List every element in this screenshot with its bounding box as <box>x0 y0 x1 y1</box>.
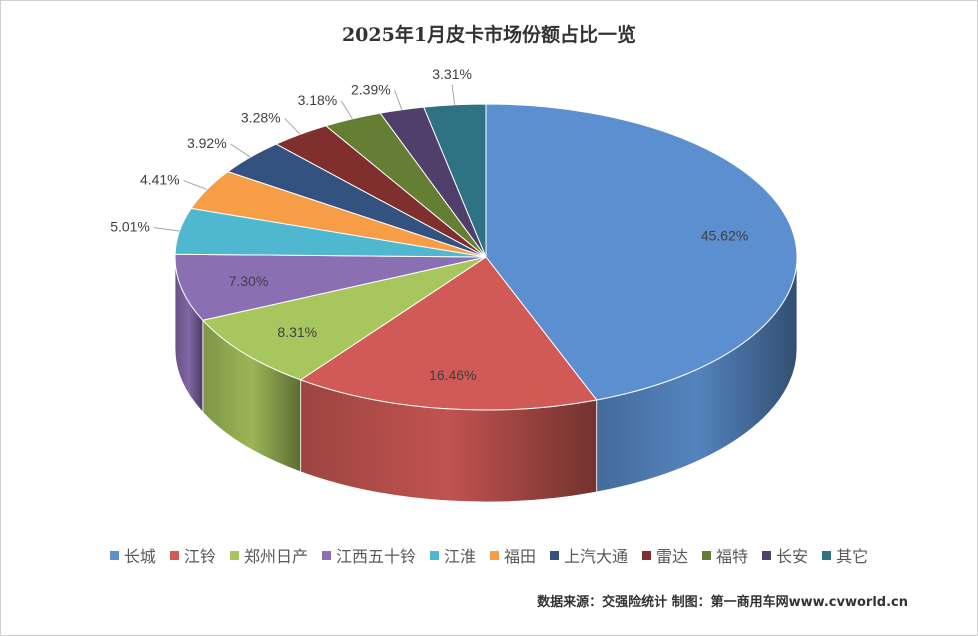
leader-line-4 <box>153 227 180 232</box>
data-label-3: 7.30% <box>229 273 269 289</box>
legend-item-3: 江西五十铃 <box>321 543 416 567</box>
legend-label: 上汽大通 <box>564 547 629 566</box>
pie-slice-3 <box>174 253 487 321</box>
pie-top <box>174 103 798 411</box>
legend-item-6: 上汽大通 <box>550 543 628 567</box>
legend-swatch-icon <box>642 550 652 560</box>
pie-slice-0 <box>485 103 798 401</box>
legend-item-8: 福特 <box>702 543 748 567</box>
legend-label: 郑州日产 <box>243 547 308 566</box>
legend-label: 江铃 <box>183 547 216 566</box>
leader-line-5 <box>183 180 208 190</box>
leader-line-9 <box>394 90 403 110</box>
legend-swatch-icon <box>229 550 239 560</box>
legend-item-5: 福田 <box>489 543 536 567</box>
data-label-7: 3.28% <box>241 109 281 125</box>
data-label-5: 4.41% <box>140 172 180 188</box>
legend-item-10: 其它 <box>822 543 868 567</box>
source-note: 数据来源：交强险统计 制图：第一商用车网www.cvworld.cn <box>537 595 908 610</box>
legend-item-1: 江铃 <box>169 543 216 567</box>
legend-item-4: 江淮 <box>429 543 476 567</box>
leader-line-6 <box>230 143 251 158</box>
data-label-6: 3.92% <box>187 135 227 151</box>
legend-swatch-icon <box>429 550 439 560</box>
leader-line-8 <box>340 100 353 120</box>
data-label-1: 16.46% <box>429 367 476 383</box>
legend-label: 雷达 <box>656 547 689 566</box>
pie-slice-2 <box>201 256 487 381</box>
pie-side-walls <box>174 256 798 503</box>
legend-swatch-icon <box>169 550 179 560</box>
legend-swatch-icon <box>550 550 559 560</box>
legend: 长城 江铃 郑州日产 江西五十铃 江淮 福田 上汽大通 雷达 福特 长安 其它 <box>0 543 978 567</box>
legend-swatch-icon <box>489 550 499 560</box>
chart-title: 2025年1月皮卡市场份额占比一览 <box>341 24 637 46</box>
legend-item-9: 长安 <box>762 543 808 567</box>
legend-swatch-icon <box>109 550 119 560</box>
legend-swatch-icon <box>321 550 331 560</box>
legend-item-7: 雷达 <box>642 543 688 567</box>
legend-label: 其它 <box>836 547 869 566</box>
data-labels: 45.62% 16.46% 8.31% 7.30% 5.01% 4.41% 3.92% 3.2… <box>110 66 748 383</box>
pie-slice-10 <box>423 103 487 258</box>
legend-label: 长城 <box>123 547 156 566</box>
legend-item-0: 长城 <box>109 543 156 567</box>
leader-line-10 <box>451 84 456 105</box>
pie-slice-1 <box>299 256 598 411</box>
legend-label: 江淮 <box>443 547 476 566</box>
legend-label: 福特 <box>716 547 749 566</box>
data-label-0: 45.62% <box>701 227 748 243</box>
legend-label: 长安 <box>776 547 809 566</box>
legend-label: 江西五十铃 <box>335 547 416 566</box>
data-label-8: 3.18% <box>298 92 338 108</box>
data-label-2: 8.31% <box>277 324 317 340</box>
legend-swatch-icon <box>822 550 832 560</box>
data-label-10: 3.31% <box>432 66 472 82</box>
legend-item-2: 郑州日产 <box>229 543 308 567</box>
data-label-4: 5.01% <box>110 219 150 235</box>
legend-label: 福田 <box>503 547 536 566</box>
leader-line-7 <box>284 117 301 135</box>
data-label-9: 2.39% <box>351 81 391 97</box>
legend-swatch-icon <box>762 550 772 560</box>
legend-swatch-icon <box>702 550 712 560</box>
